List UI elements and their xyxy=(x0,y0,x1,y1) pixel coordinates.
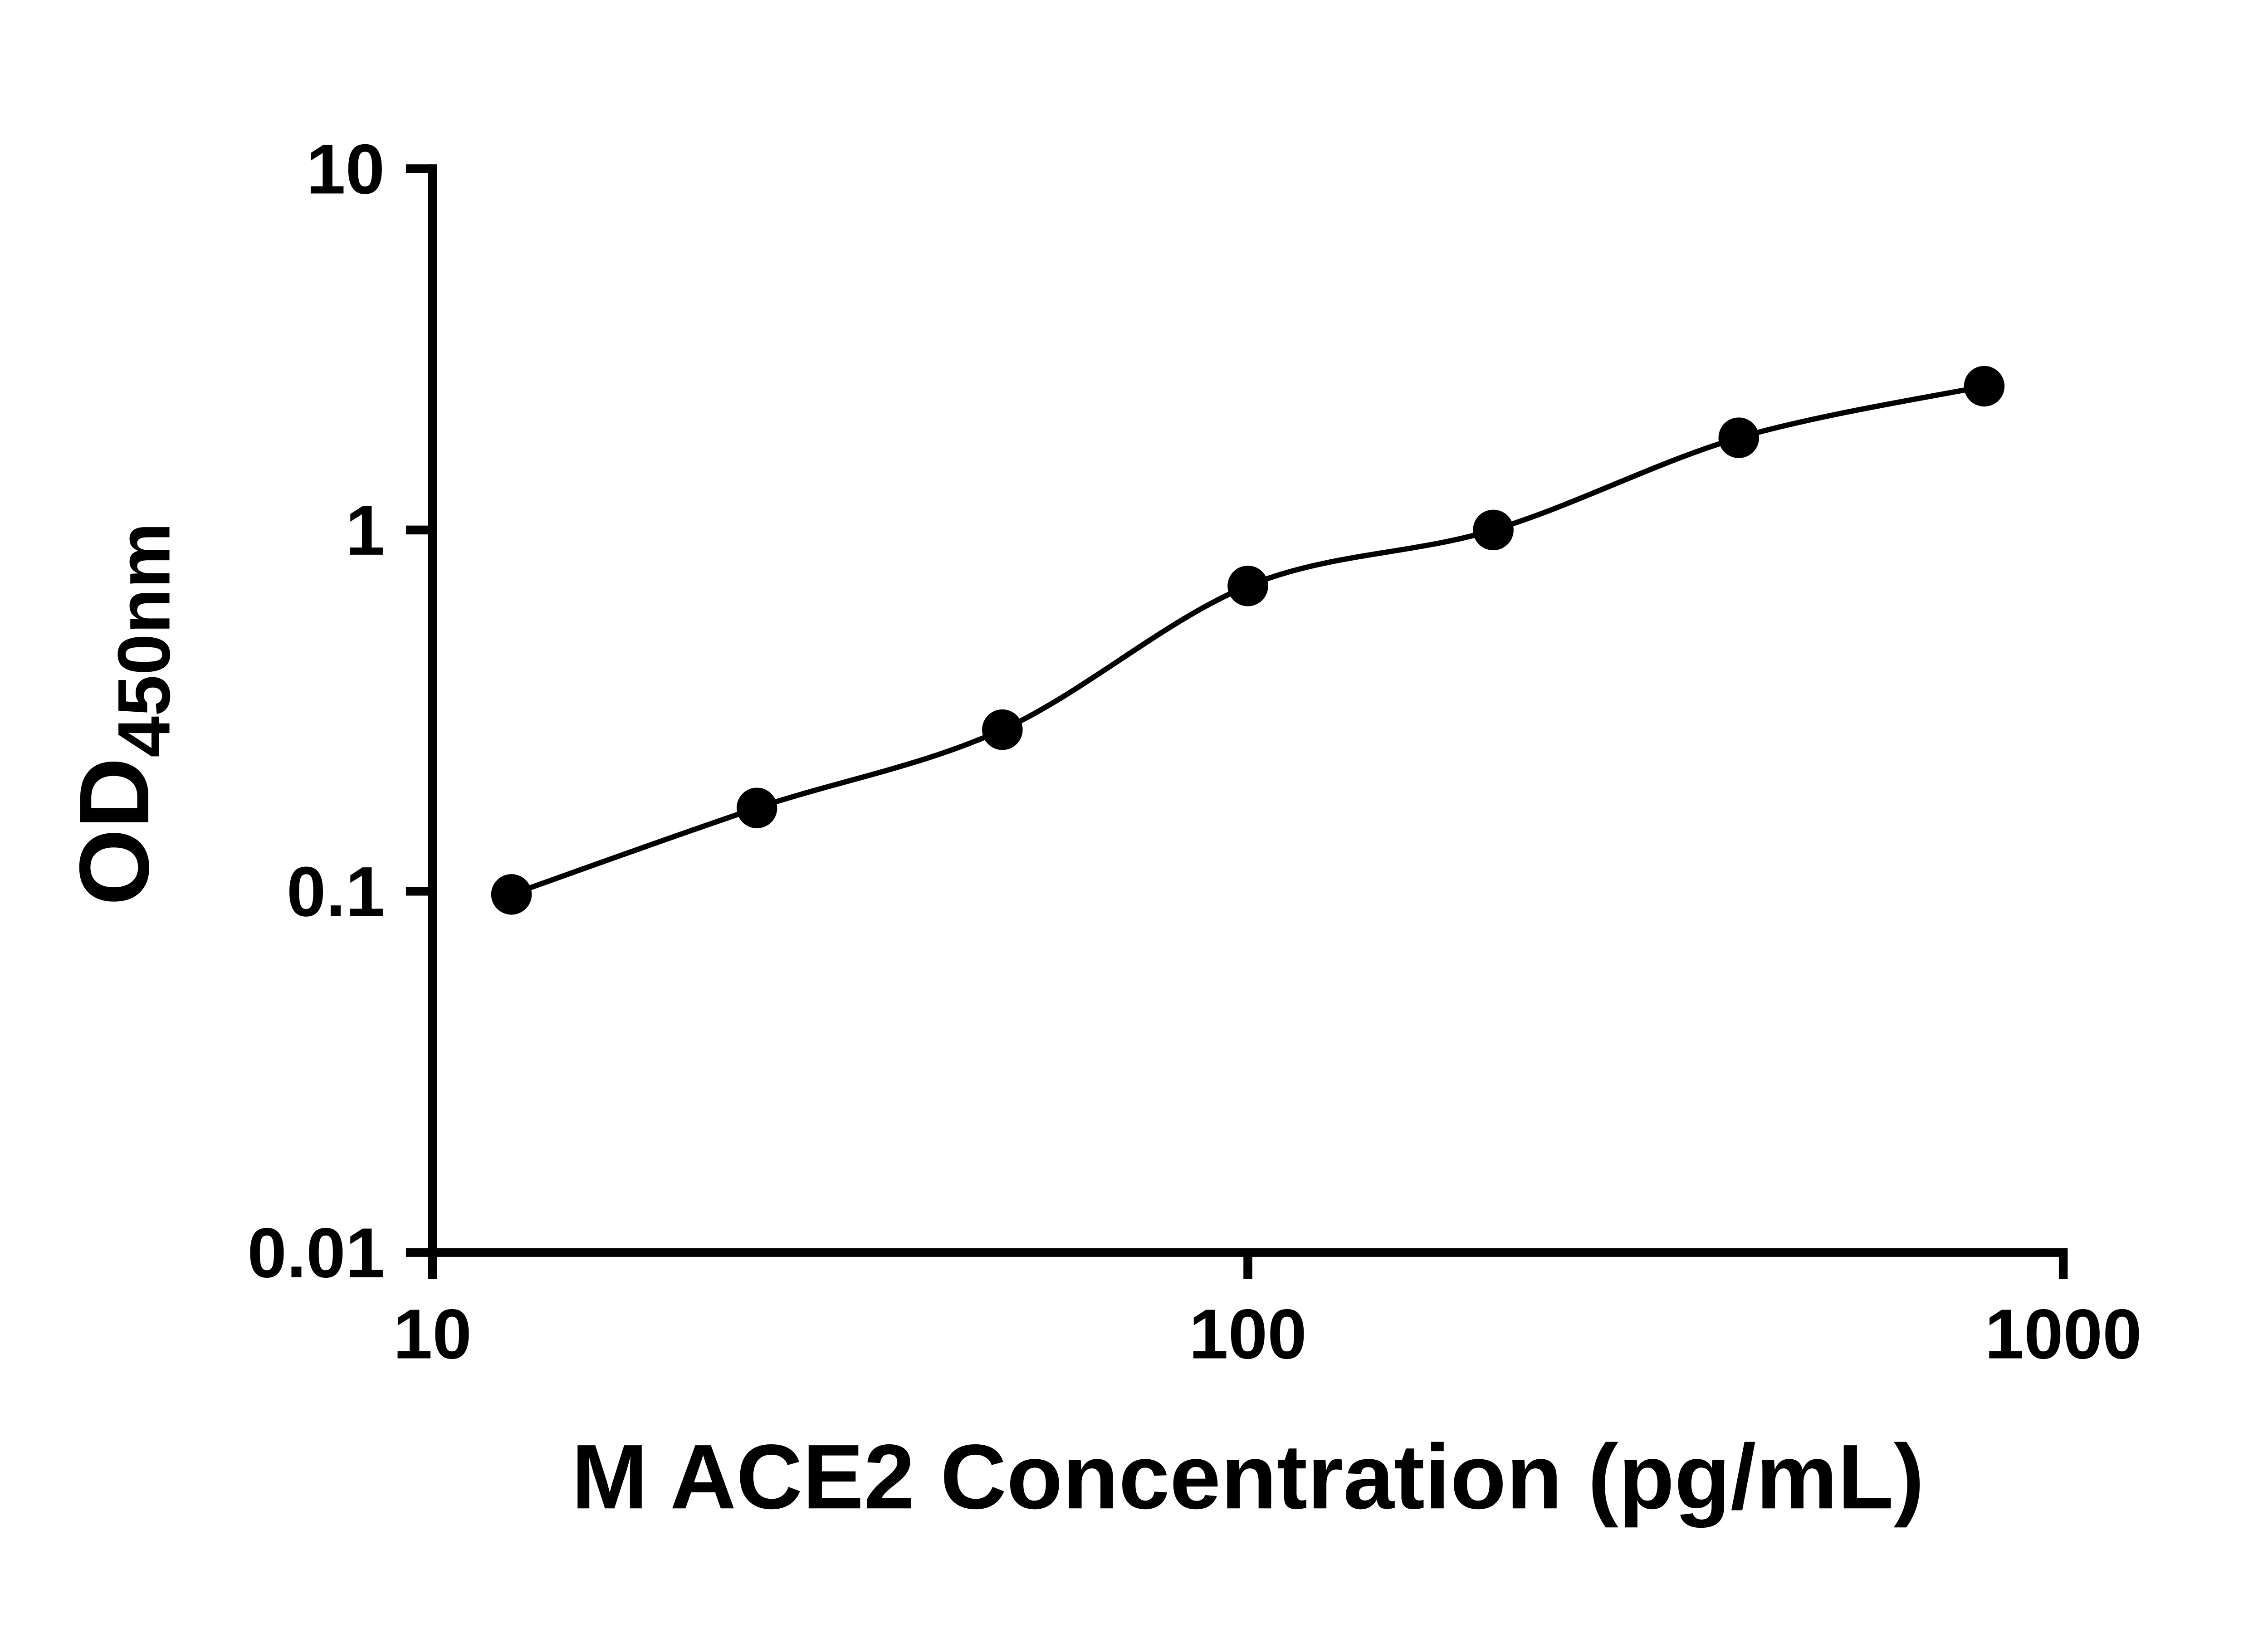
y-axis-title-main: OD xyxy=(59,758,170,906)
data-point xyxy=(1718,417,1760,458)
y-tick-label: 0.01 xyxy=(247,1213,385,1292)
x-tick-label: 10 xyxy=(393,1295,472,1374)
series xyxy=(491,366,2005,915)
data-point xyxy=(736,787,777,828)
y-axis-title: OD450nm xyxy=(59,523,186,906)
data-point xyxy=(1964,366,2005,407)
ticks xyxy=(406,164,2068,1279)
axes xyxy=(428,164,2068,1257)
data-point xyxy=(982,709,1023,750)
y-tick-label: 10 xyxy=(306,129,385,208)
data-point xyxy=(1227,565,1268,606)
data-point xyxy=(491,874,532,915)
fit-curve xyxy=(510,383,1985,897)
x-tick-label: 100 xyxy=(1189,1295,1307,1374)
x-tick-label: 1000 xyxy=(1985,1295,2142,1374)
axis-spine xyxy=(428,164,2068,1257)
data-point xyxy=(1473,509,1514,551)
x-axis-title: M ACE2 Concentration (pg/mL) xyxy=(572,1425,1924,1528)
y-tick-label: 1 xyxy=(346,491,385,570)
y-axis-title-subscript: 450nm xyxy=(103,523,186,758)
y-tick-label: 0.1 xyxy=(287,852,385,931)
